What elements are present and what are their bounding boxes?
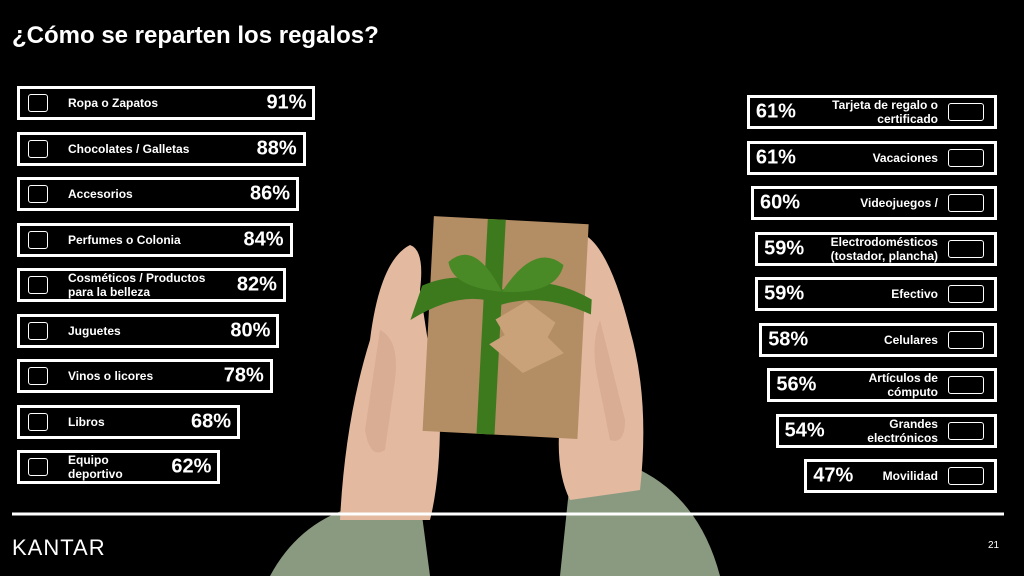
- icon: [947, 376, 984, 394]
- bar: 58% Celulares: [759, 322, 997, 357]
- value-label: 54%: [784, 419, 825, 441]
- bar: 61% Tarjeta de regalo o certificado: [746, 95, 997, 129]
- bar: 60% Videojuegos /: [751, 186, 997, 220]
- thumb: [594, 320, 625, 441]
- ribbon: [476, 218, 506, 435]
- thumb: [365, 330, 396, 453]
- bar: Equipo deportivo 62%: [17, 450, 221, 484]
- value-label: 61%: [755, 146, 796, 168]
- value-label: 82%: [236, 273, 277, 296]
- category-label: Electrodomésticos (tostador, plancha): [830, 234, 938, 263]
- value-label: 61%: [755, 100, 796, 123]
- icon: [28, 230, 48, 249]
- category-label: Juguetes: [68, 323, 121, 338]
- bar: 54% Grandes electrónicos: [775, 413, 997, 448]
- value-label: 59%: [764, 237, 805, 259]
- bar: Perfumes o Colonia 84%: [17, 222, 293, 257]
- bar: 59% Efectivo: [755, 277, 997, 311]
- value-label: 68%: [191, 410, 232, 432]
- bar: 59% Electrodomésticos (tostador, plancha): [755, 231, 997, 266]
- bar: Accesorios 86%: [17, 177, 300, 211]
- category-label: Equipo deportivo: [68, 453, 123, 481]
- bar: Ropa o Zapatos 91%: [17, 86, 316, 120]
- bar: 61% Vacaciones: [746, 140, 997, 175]
- category-label: Libros: [68, 414, 105, 429]
- icon: [947, 421, 984, 440]
- category-label: Perfumes o Colonia: [68, 232, 181, 247]
- brand: KANTAR: [12, 535, 106, 560]
- value-label: 47%: [813, 464, 854, 487]
- bar: Vinos o licores 78%: [17, 359, 273, 393]
- icon: [948, 194, 984, 212]
- value-label: 80%: [230, 319, 271, 341]
- category-label: Videojuegos /: [860, 196, 938, 210]
- page-number: 21: [988, 540, 1000, 551]
- category-label: Vinos o licores: [68, 369, 154, 383]
- category-label: Vacaciones: [872, 150, 938, 165]
- value-label: 78%: [223, 364, 264, 387]
- category-label: Cosméticos / Productos para la belleza: [68, 271, 206, 299]
- category-label: Grandes electrónicos: [867, 416, 938, 445]
- tag: [489, 301, 564, 373]
- category-label: Tarjeta de regalo o certificado: [832, 98, 938, 126]
- category-label: Movilidad: [882, 469, 938, 483]
- icon: [28, 321, 48, 340]
- category-label: Chocolates / Galletas: [68, 141, 190, 156]
- icon: [28, 458, 48, 476]
- icon: [28, 412, 48, 431]
- bar: Juguetes 80%: [17, 313, 280, 348]
- sleeve: [560, 470, 720, 576]
- value-label: 56%: [776, 373, 817, 396]
- icon: [947, 239, 984, 258]
- icon: [28, 94, 48, 112]
- icon: [28, 367, 48, 385]
- value-label: 58%: [768, 328, 809, 350]
- icon: [947, 330, 984, 349]
- icon: [28, 276, 48, 294]
- category-label: Celulares: [883, 332, 938, 347]
- bar: Libros 68%: [17, 404, 241, 439]
- bar: 56% Artículos de cómputo: [767, 368, 997, 402]
- category-label: Efectivo: [891, 287, 938, 301]
- icon: [947, 103, 984, 121]
- value-label: 88%: [256, 137, 297, 159]
- icon: [947, 148, 984, 167]
- bar: Cosméticos / Productos para la belleza 82…: [17, 268, 286, 302]
- title: ¿Cómo se reparten los regalos?: [12, 22, 379, 49]
- value-label: 86%: [250, 182, 291, 205]
- value-label: 84%: [243, 228, 284, 250]
- bar: 47% Movilidad: [804, 459, 997, 493]
- icon: [947, 285, 984, 303]
- value-label: 60%: [760, 191, 801, 214]
- icon: [947, 467, 984, 485]
- icon: [28, 139, 48, 158]
- bow: [448, 254, 564, 293]
- value-label: 91%: [266, 91, 307, 114]
- category-label: Ropa o Zapatos: [68, 96, 159, 110]
- bar: Chocolates / Galletas 88%: [17, 131, 306, 166]
- value-label: 59%: [764, 282, 805, 305]
- category-label: Accesorios: [68, 187, 133, 201]
- icon: [28, 185, 48, 203]
- category-label: Artículos de cómputo: [868, 371, 938, 399]
- value-label: 62%: [171, 455, 212, 478]
- ribbon: [410, 277, 592, 321]
